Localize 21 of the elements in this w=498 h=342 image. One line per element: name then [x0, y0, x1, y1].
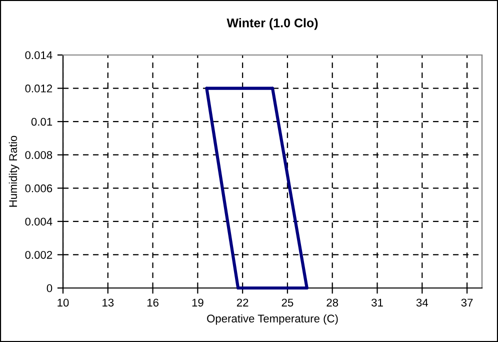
y-tick-label: 0.008 — [25, 151, 52, 159]
x-tick-label: 34 — [416, 298, 428, 307]
x-tick-label: 25 — [282, 298, 294, 307]
x-tick-label: 31 — [371, 298, 383, 307]
x-tick-label: 28 — [326, 298, 338, 307]
y-axis-title: Humidity Ratio — [8, 136, 20, 207]
x-tick-label: 19 — [192, 298, 204, 307]
y-tick-label: 0 — [46, 284, 52, 292]
x-tick-label: 22 — [236, 298, 248, 306]
x-tick-label: 13 — [102, 298, 114, 307]
y-tick-label: 0.014 — [25, 51, 52, 60]
y-tick-label: 0.002 — [25, 250, 52, 259]
y-tick-label: 0.006 — [25, 184, 52, 192]
y-tick-label: 0.01 — [31, 118, 52, 126]
x-tick-label: 10 — [58, 298, 69, 307]
y-tick-label: 0.004 — [25, 218, 52, 226]
y-tick-label: 0.012 — [25, 84, 52, 92]
x-tick-label: 16 — [147, 298, 158, 307]
x-axis-title: Operative Temperature (C) — [207, 314, 338, 325]
chart-title: Winter (1.0 Clo) — [226, 18, 318, 30]
x-tick-label: 37 — [461, 298, 473, 307]
